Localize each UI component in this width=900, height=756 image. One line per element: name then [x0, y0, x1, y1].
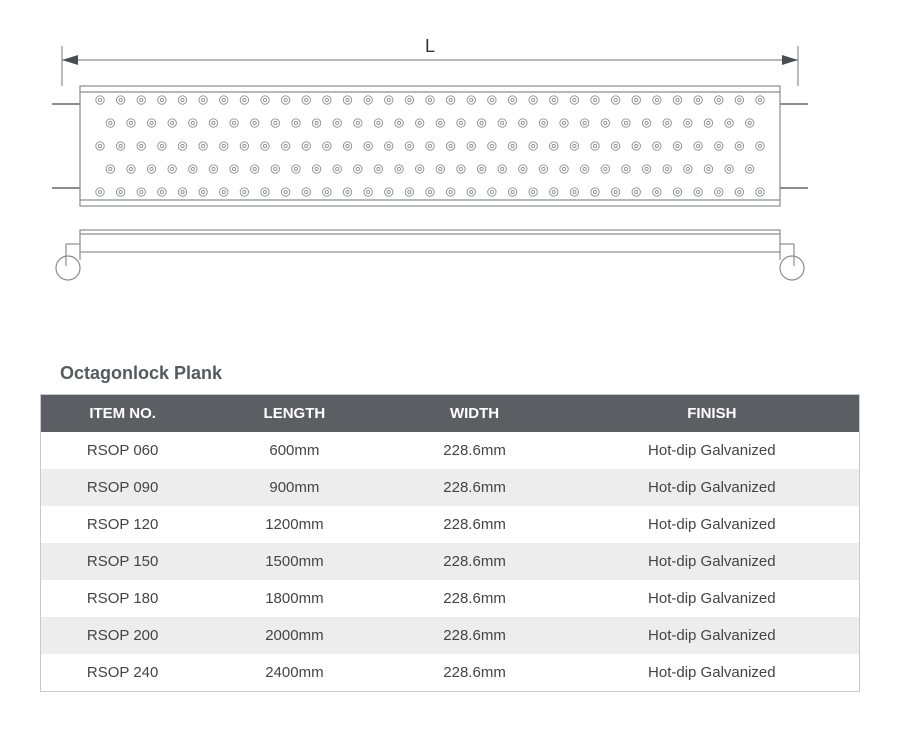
table-title: Octagonlock Plank — [60, 363, 880, 384]
table-cell: 900mm — [204, 469, 384, 506]
col-width: WIDTH — [384, 395, 564, 433]
table-cell: 1200mm — [204, 506, 384, 543]
col-length: LENGTH — [204, 395, 384, 433]
spec-table: ITEM NO. LENGTH WIDTH FINISH RSOP 060600… — [40, 394, 860, 692]
spec-table-head: ITEM NO. LENGTH WIDTH FINISH — [41, 395, 860, 433]
table-cell: RSOP 200 — [41, 617, 205, 654]
table-cell: 2400mm — [204, 654, 384, 692]
table-cell: 600mm — [204, 432, 384, 469]
table-cell: RSOP 240 — [41, 654, 205, 692]
plank-diagram: L — [20, 20, 840, 310]
page-root: L Octagonlock Plank ITEM NO. LENGTH WIDT… — [20, 20, 880, 692]
table-cell: 2000mm — [204, 617, 384, 654]
table-cell: RSOP 150 — [41, 543, 205, 580]
table-cell: Hot-dip Galvanized — [565, 432, 860, 469]
table-cell: 228.6mm — [384, 432, 564, 469]
table-row: RSOP 1201200mm228.6mmHot-dip Galvanized — [41, 506, 860, 543]
col-finish: FINISH — [565, 395, 860, 433]
table-cell: RSOP 090 — [41, 469, 205, 506]
table-row: RSOP 2402400mm228.6mmHot-dip Galvanized — [41, 654, 860, 692]
table-row: RSOP 1501500mm228.6mmHot-dip Galvanized — [41, 543, 860, 580]
table-cell: Hot-dip Galvanized — [565, 617, 860, 654]
table-cell: 228.6mm — [384, 506, 564, 543]
col-item-no: ITEM NO. — [41, 395, 205, 433]
table-cell: 1800mm — [204, 580, 384, 617]
svg-text:L: L — [425, 36, 435, 56]
spec-table-body: RSOP 060600mm228.6mmHot-dip GalvanizedRS… — [41, 432, 860, 692]
table-row: RSOP 060600mm228.6mmHot-dip Galvanized — [41, 432, 860, 469]
table-cell: Hot-dip Galvanized — [565, 543, 860, 580]
table-cell: Hot-dip Galvanized — [565, 469, 860, 506]
table-cell: Hot-dip Galvanized — [565, 654, 860, 692]
table-cell: 1500mm — [204, 543, 384, 580]
table-cell: RSOP 060 — [41, 432, 205, 469]
table-cell: Hot-dip Galvanized — [565, 580, 860, 617]
table-cell: 228.6mm — [384, 469, 564, 506]
table-cell: 228.6mm — [384, 654, 564, 692]
table-cell: 228.6mm — [384, 543, 564, 580]
table-row: RSOP 090900mm228.6mmHot-dip Galvanized — [41, 469, 860, 506]
table-cell: 228.6mm — [384, 617, 564, 654]
table-cell: Hot-dip Galvanized — [565, 506, 860, 543]
table-row: RSOP 2002000mm228.6mmHot-dip Galvanized — [41, 617, 860, 654]
table-row: RSOP 1801800mm228.6mmHot-dip Galvanized — [41, 580, 860, 617]
table-cell: 228.6mm — [384, 580, 564, 617]
table-cell: RSOP 120 — [41, 506, 205, 543]
table-cell: RSOP 180 — [41, 580, 205, 617]
